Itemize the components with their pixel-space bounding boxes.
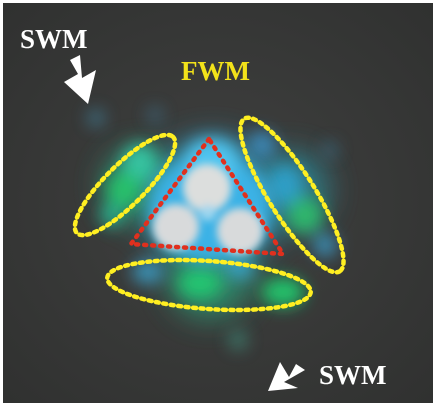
center-spots — [153, 164, 263, 254]
arrow-icon — [64, 55, 96, 104]
fwm-ellipse-left — [72, 132, 178, 238]
arrow-icon — [268, 362, 305, 391]
swm-label-bottom: SWM — [319, 360, 387, 390]
fwm-ellipse-bottom — [104, 257, 314, 313]
center-triangle — [128, 136, 286, 257]
swm-spots — [87, 107, 338, 350]
fwm-label: FWM — [181, 56, 250, 86]
fwm-outlines — [72, 115, 346, 313]
fwm-ellipse-right — [238, 115, 346, 275]
swm-label-top: SWM — [20, 24, 88, 54]
